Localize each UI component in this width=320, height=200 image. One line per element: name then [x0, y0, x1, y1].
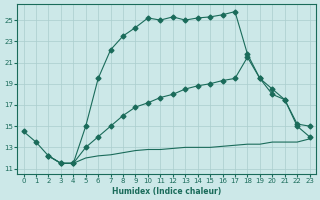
X-axis label: Humidex (Indice chaleur): Humidex (Indice chaleur) [112, 187, 221, 196]
